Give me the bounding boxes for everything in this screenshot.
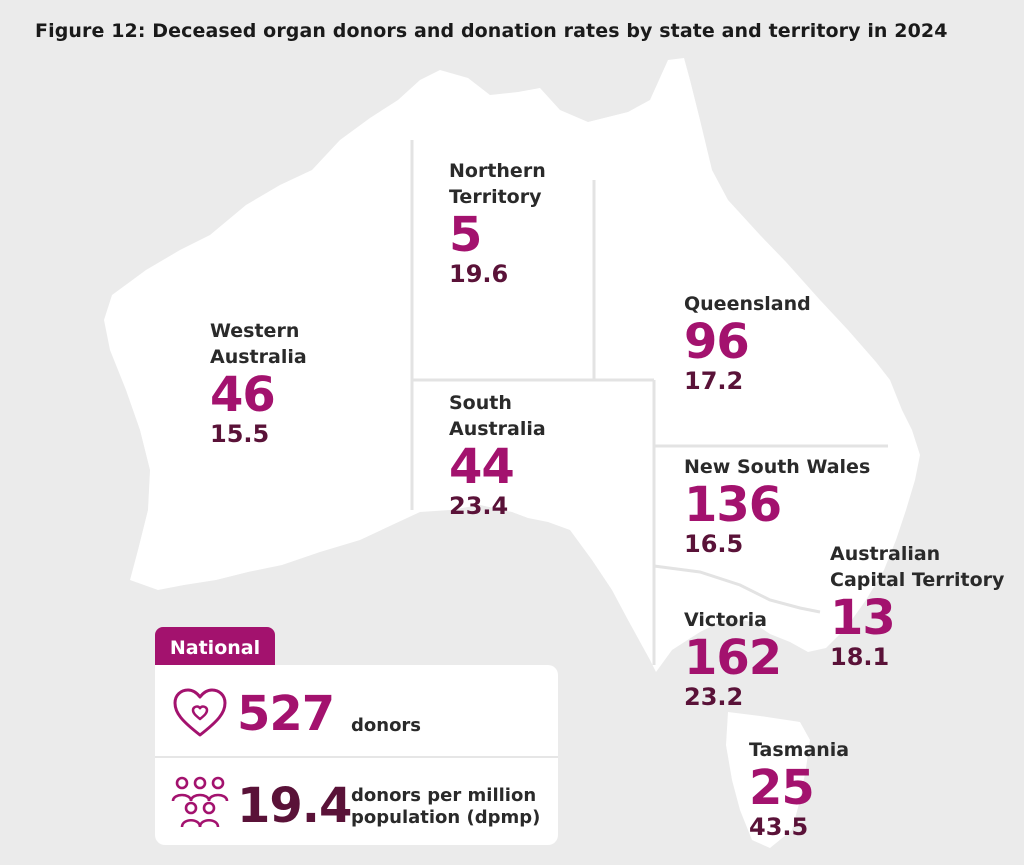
rate-label-line: donors per million xyxy=(351,785,537,806)
region-name: Queensland xyxy=(684,293,811,315)
region-donors: 136 xyxy=(684,477,782,533)
figure-title: Figure 12: Deceased organ donors and don… xyxy=(35,20,948,42)
region-donors: 44 xyxy=(449,439,515,495)
region-donors: 96 xyxy=(684,314,750,370)
region-rate: 23.4 xyxy=(449,492,509,520)
region-donors: 162 xyxy=(684,630,782,686)
region-rate: 16.5 xyxy=(684,530,744,558)
region-name: Capital Territory xyxy=(830,569,1005,591)
national-rate-value: 19.4 xyxy=(237,778,352,834)
national-donors-value: 527 xyxy=(237,686,335,742)
region-name: Territory xyxy=(449,186,542,208)
national-rate-label: donors per million population (dpmp) xyxy=(351,785,540,829)
region-name: New South Wales xyxy=(684,456,871,478)
region-name: Australia xyxy=(449,418,546,440)
region-rate: 18.1 xyxy=(830,643,890,671)
region-name: Western xyxy=(210,320,300,342)
national-donors-label: donors xyxy=(351,715,422,736)
mainland-shape xyxy=(104,58,920,672)
region-queensland: Queensland 96 17.2 xyxy=(684,291,811,395)
region-donors: 46 xyxy=(210,367,276,423)
region-name: Victoria xyxy=(684,609,767,631)
region-donors: 25 xyxy=(749,760,815,816)
region-donors: 13 xyxy=(830,590,896,646)
region-name: South xyxy=(449,392,512,414)
region-tasmania: Tasmania 25 43.5 xyxy=(749,737,849,841)
region-new-south-wales: New South Wales 136 16.5 xyxy=(684,454,870,558)
tasmania-shape xyxy=(726,712,810,848)
region-rate: 43.5 xyxy=(749,813,809,841)
region-rate: 17.2 xyxy=(684,367,744,395)
national-summary-card: 527 donors 19.4 donors per million popul… xyxy=(155,665,558,845)
region-south-australia: South Australia 44 23.4 xyxy=(449,390,546,520)
region-name: Australian xyxy=(830,543,941,565)
national-tab: National xyxy=(155,627,275,667)
card-divider xyxy=(155,756,558,758)
region-australian-capital-territory: Australian Capital Territory 13 18.1 xyxy=(830,541,1004,671)
region-victoria: Victoria 162 23.2 xyxy=(684,607,782,711)
region-name: Tasmania xyxy=(749,739,850,761)
people-group-icon xyxy=(170,775,230,835)
rate-label-line: population (dpmp) xyxy=(351,807,541,828)
region-northern-territory: Northern Territory 5 19.6 xyxy=(449,158,546,288)
region-donors: 5 xyxy=(449,207,482,263)
region-western-australia: Western Australia 46 15.5 xyxy=(210,318,307,448)
region-rate: 15.5 xyxy=(210,420,270,448)
region-name: Northern xyxy=(449,160,546,182)
heart-icon xyxy=(172,687,228,743)
region-rate: 23.2 xyxy=(684,683,744,711)
region-rate: 19.6 xyxy=(449,260,509,288)
region-name: Australia xyxy=(210,346,307,368)
